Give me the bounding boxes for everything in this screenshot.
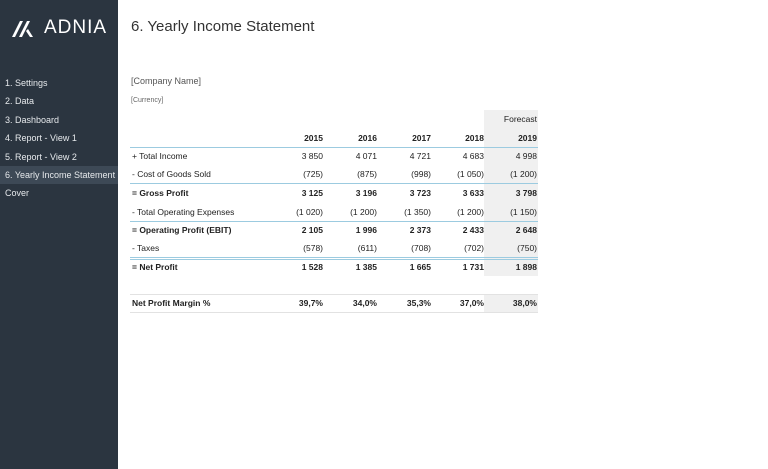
sidebar-item[interactable]: Cover: [5, 188, 30, 199]
cell-value: 1 898: [515, 262, 537, 272]
cell-value: 3 633: [462, 188, 484, 198]
cell-value: (1 200): [457, 207, 484, 217]
row-label: - Cost of Goods Sold: [132, 169, 211, 179]
sidebar-item[interactable]: 4. Report - View 1: [5, 133, 77, 144]
page-title: 6. Yearly Income Statement: [131, 18, 315, 35]
cell-value: 2015: [304, 133, 323, 143]
cell-value: (1 200): [510, 169, 537, 179]
forecast-column-background: [484, 110, 538, 276]
cell-value: 2018: [465, 133, 484, 143]
adnia-logo-icon: [12, 21, 33, 37]
company-name: [Company Name]: [131, 76, 202, 86]
cell-value: (611): [357, 243, 377, 253]
cell-value: 2017: [412, 133, 431, 143]
row-label: - Total Operating Expenses: [132, 207, 235, 217]
cell-value: 2 373: [409, 225, 431, 235]
logo-text: ADNIA: [44, 17, 108, 38]
cell-value: 38,0%: [512, 298, 537, 308]
divider: [130, 294, 538, 295]
forecast-margin-background: [484, 294, 538, 312]
cell-value: 35,3%: [406, 298, 431, 308]
divider: [130, 257, 538, 258]
row-label: = Operating Profit (EBIT): [132, 225, 232, 235]
sidebar-item[interactable]: 2. Data: [5, 96, 35, 107]
cell-value: 2 105: [301, 225, 323, 235]
row-label: = Gross Profit: [132, 188, 189, 198]
sidebar-item[interactable]: 1. Settings: [5, 78, 48, 88]
cell-value: 3 196: [355, 188, 377, 198]
cell-value: 4 071: [355, 151, 377, 161]
cell-value: 34,0%: [352, 298, 377, 308]
cell-value: 1 528: [301, 262, 323, 272]
divider: [130, 259, 538, 260]
cell-value: 2019: [518, 133, 537, 143]
table-row: - Total Operating Expenses (1 020) (1 200)…: [130, 203, 538, 221]
cell-value: (578): [303, 243, 323, 253]
cell-value: (1 020): [296, 207, 323, 217]
table-row: = Gross Profit 3 125 3 196 3 723 3 633 3 798: [130, 184, 538, 202]
cell-value: (1 150): [510, 207, 537, 217]
cell-value: (1 200): [350, 207, 377, 217]
cell-value: 39,7%: [298, 298, 323, 308]
cell-value: (1 350): [404, 207, 431, 217]
cell-value: 4 683: [462, 151, 484, 161]
sidebar-item[interactable]: 5. Report - View 2: [5, 151, 77, 162]
table-row: = Operating Profit (EBIT) 2 105 1 996 2 373…: [130, 221, 538, 239]
cell-value: (875): [357, 169, 377, 179]
year-header-row: 2015 2016 2017 2018 2019: [130, 129, 538, 147]
forecast-label: Forecast: [503, 114, 537, 124]
cell-value: (998): [411, 169, 431, 179]
cell-value: 1 731: [462, 262, 484, 272]
currency-label: [Currency]: [131, 97, 164, 104]
cell-value: 3 798: [515, 188, 537, 198]
divider: [130, 183, 538, 184]
divider: [130, 312, 538, 313]
row-label: - Taxes: [132, 243, 160, 253]
cell-value: 4 721: [409, 151, 431, 161]
cell-value: 3 723: [409, 188, 431, 198]
cell-value: 37,0%: [459, 298, 484, 308]
cell-value: 4 998: [515, 151, 537, 161]
cell-value: (1 050): [457, 169, 484, 179]
table-row: + Total Income 3 850 4 071 4 721 4 683 4 998: [130, 147, 538, 165]
cell-value: (702): [464, 243, 484, 253]
divider: [130, 147, 538, 148]
cell-value: 1 996: [355, 225, 377, 235]
cell-value: 2 648: [515, 225, 537, 235]
cell-value: (708): [411, 243, 431, 253]
sidebar: ADNIA 1. Settings 2. Data 3. Dashboard 4. R…: [0, 0, 118, 469]
cell-value: (750): [517, 243, 537, 253]
table-row: - Cost of Goods Sold (725) (875) (998) (1 05…: [130, 165, 538, 183]
table-row: = Net Profit 1 528 1 385 1 665 1 731 1 898: [130, 258, 538, 276]
row-label: + Total Income: [132, 151, 188, 161]
cell-value: (725): [303, 169, 323, 179]
cell-value: 1 385: [355, 262, 377, 272]
net-profit-margin-row: Net Profit Margin % 39,7% 34,0% 35,3% 37,0% 3…: [130, 294, 538, 312]
row-label: = Net Profit: [132, 262, 178, 272]
sidebar-item[interactable]: 6. Yearly Income Statement: [0, 166, 118, 184]
row-label: Net Profit Margin %: [132, 298, 211, 308]
table-row: - Taxes (578) (611) (708) (702) (750): [130, 239, 538, 257]
logo: ADNIA: [12, 17, 107, 39]
sidebar-item[interactable]: 3. Dashboard: [5, 114, 60, 125]
cell-value: 2016: [358, 133, 377, 143]
cell-value: 3 125: [301, 188, 323, 198]
cell-value: 3 850: [301, 151, 323, 161]
cell-value: 2 433: [462, 225, 484, 235]
cell-value: 1 665: [409, 262, 431, 272]
divider: [130, 221, 538, 222]
